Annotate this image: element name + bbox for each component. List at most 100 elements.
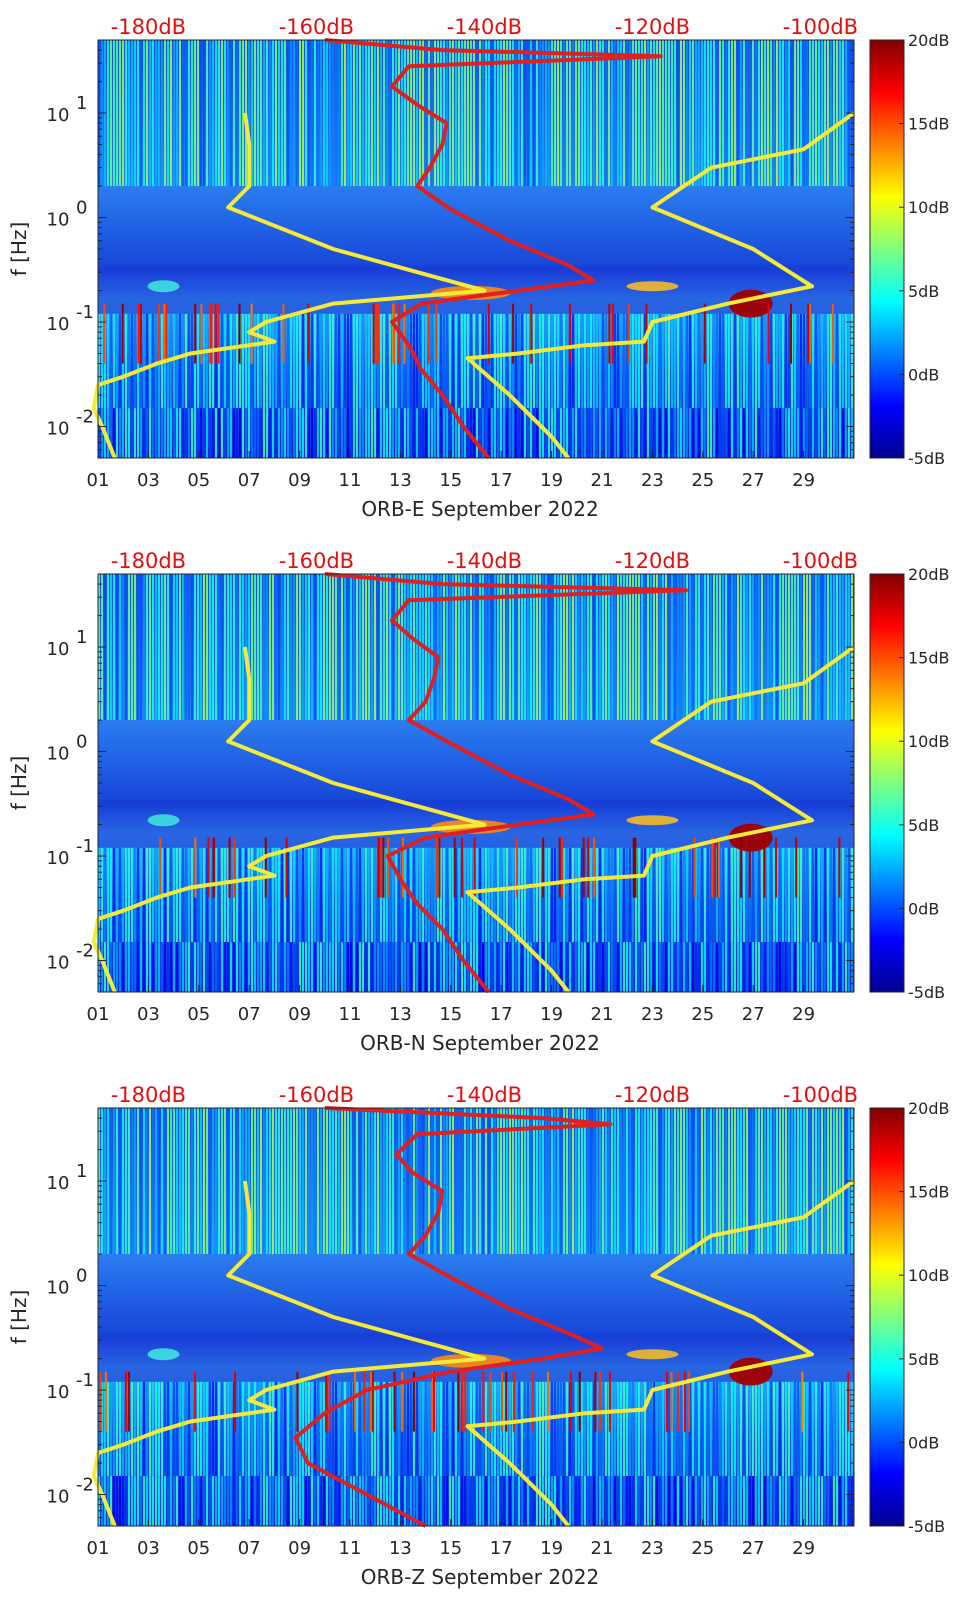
hf-stripe [686,574,688,721]
hf-stripe [314,40,316,187]
event-spike [608,303,611,364]
hf-stripe [350,40,352,187]
vlf-stripe [497,408,499,458]
lf-stripe [614,847,616,943]
lf-stripe [689,847,691,943]
vlf-stripe [779,942,781,992]
vlf-stripe [560,408,562,458]
lf-stripe [563,313,565,409]
lf-stripe [290,313,292,409]
vlf-stripe [749,1476,751,1526]
hf-stripe [470,574,472,721]
top-db-label: -160dB [279,1083,354,1107]
hf-stripe [617,574,619,721]
hf-stripe [716,40,718,187]
hf-stripe [839,1108,841,1255]
vlf-stripe [830,1476,832,1526]
hf-stripe [536,574,538,721]
hf-stripe [833,40,835,187]
lf-stripe [653,847,655,943]
hf-stripe [368,40,370,187]
hf-stripe [350,574,352,721]
vlf-stripe [764,408,766,458]
x-tick-label: 17 [490,470,513,491]
hf-stripe [377,1108,379,1255]
lf-stripe [188,1381,190,1477]
hf-stripe [515,1108,517,1255]
vlf-stripe [410,408,412,458]
vlf-stripe [254,1476,256,1526]
hf-stripe [557,1108,559,1255]
hf-stripe [761,1108,763,1255]
hf-stripe [464,1108,466,1255]
hf-stripe [404,574,406,721]
lf-stripe [491,847,493,943]
vlf-stripe [194,1476,196,1526]
vlf-stripe [635,1476,637,1526]
vlf-stripe [119,408,121,458]
vlf-stripe [737,408,739,458]
vlf-stripe [365,1476,367,1526]
hf-stripe [365,1108,367,1255]
lf-stripe [341,313,343,409]
lf-stripe [692,1381,694,1477]
event-spike [512,1371,515,1432]
vlf-stripe [377,408,379,458]
lf-stripe [827,313,829,409]
vlf-stripe [518,1476,520,1526]
lf-stripe [98,1381,100,1477]
lf-stripe [359,1381,361,1477]
vlf-stripe [266,1476,268,1526]
lf-stripe [566,847,568,943]
x-tick-label: 05 [187,1538,210,1559]
vlf-stripe [578,1476,580,1526]
vlf-stripe [683,408,685,458]
vlf-stripe [803,942,805,992]
colorbar-label: 20dB [908,1099,950,1118]
hf-stripe [662,40,664,187]
lf-stripe [176,313,178,409]
vlf-stripe [146,408,148,458]
hf-stripe [473,40,475,187]
hf-stripe [395,1108,397,1255]
x-axis-label: ORB-Z September 2022 [361,1565,599,1589]
hf-stripe [761,574,763,721]
event-spike [427,303,430,364]
vlf-stripe [500,408,502,458]
lf-stripe [845,1381,847,1477]
vlf-stripe [593,408,595,458]
vlf-stripe [635,942,637,992]
vlf-stripe [272,1476,274,1526]
hf-stripe [356,574,358,721]
lf-stripe [272,1381,274,1477]
vlf-stripe [662,1476,664,1526]
vlf-stripe [158,942,160,992]
vlf-stripe [614,408,616,458]
top-db-label: -100dB [783,15,858,39]
hf-stripe [206,574,208,721]
lf-stripe [488,1381,490,1477]
hf-stripe [479,574,481,721]
hf-stripe [629,40,631,187]
vlf-stripe [563,1476,565,1526]
lf-stripe [557,1381,559,1477]
vlf-stripe [524,942,526,992]
vlf-stripe [602,1476,604,1526]
hf-stripe [548,574,550,721]
lf-stripe [794,313,796,409]
vlf-stripe [323,942,325,992]
hf-stripe [629,574,631,721]
lf-stripe [230,1381,232,1477]
lf-stripe [593,313,595,409]
x-axis-label: ORB-E September 2022 [361,497,598,521]
hf-stripe [374,1108,376,1255]
hf-stripe [521,40,523,187]
vlf-stripe [326,408,328,458]
vlf-stripe [398,408,400,458]
lf-stripe [380,313,382,409]
lf-stripe [695,313,697,409]
vlf-stripe [521,1476,523,1526]
vlf-stripe [722,408,724,458]
hf-stripe [779,574,781,721]
vlf-stripe [455,942,457,992]
